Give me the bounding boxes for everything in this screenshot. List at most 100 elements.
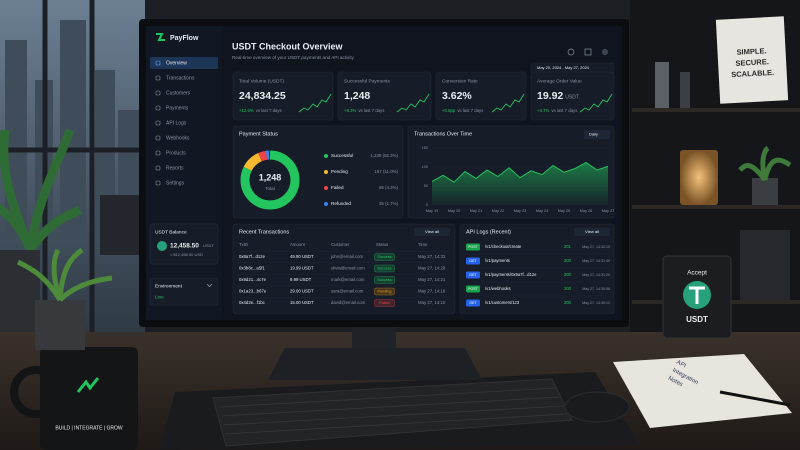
table-cell: 9.99 USDT <box>290 277 312 282</box>
sparkline <box>491 93 525 113</box>
nav-item[interactable]: Reports <box>166 165 184 171</box>
legend-value: 65 (4.3%) <box>379 185 399 190</box>
status-code: 200 <box>564 272 572 277</box>
method: GET <box>469 259 477 263</box>
nav-icon <box>155 135 161 141</box>
legend-swatch <box>324 202 328 206</box>
sparkline <box>298 93 332 113</box>
endpoint: /v1/checkout/create <box>485 244 522 249</box>
interval-select[interactable] <box>584 130 610 139</box>
method-badge <box>466 271 480 279</box>
kpi-unit: USDT <box>565 94 579 100</box>
legend-name: Pending <box>331 169 348 174</box>
nav-item[interactable]: Payments <box>166 105 189 111</box>
monitor-base <box>268 348 482 380</box>
kpi-period: vs last 7 days <box>256 108 282 113</box>
sidebar <box>146 26 222 320</box>
stand-text: USDT <box>686 315 708 324</box>
kpi-change: +0.8pp <box>442 108 456 113</box>
nav-item[interactable]: Products <box>166 150 186 156</box>
stand-text: Accept <box>687 270 707 277</box>
method-badge <box>466 285 480 293</box>
y-tick-label: 50 <box>424 184 428 188</box>
environment-value: Live <box>155 294 164 300</box>
nav-icon <box>155 120 161 126</box>
chevron <box>206 283 213 288</box>
status-code: 200 <box>564 286 572 291</box>
x-tick-label: May 19 <box>426 209 438 213</box>
legend-value: 35 (1.7%) <box>379 201 399 206</box>
status-code: 200 <box>564 300 572 305</box>
status-code: 201 <box>564 244 572 249</box>
y-tick-label: 150 <box>422 146 428 150</box>
sparkline <box>396 93 430 113</box>
table-cell: sara@email.com <box>331 289 364 294</box>
table-cell: john@email.com <box>330 254 363 259</box>
table-cell: May 27, 14:18 <box>418 289 446 294</box>
nav-icon <box>155 75 161 81</box>
x-tick-label: May 22 <box>492 209 504 213</box>
environment-label: Environment <box>155 283 183 289</box>
legend-name: Refunded <box>331 201 351 206</box>
panel-title: Recent Transactions <box>239 229 289 235</box>
log-time: May 27, 14:31:45 <box>582 259 610 263</box>
donut-segment <box>240 150 300 210</box>
balance-approx: ≈ $12,458.50 USD <box>170 252 203 257</box>
table-cell: May 27, 14:32 <box>418 254 446 259</box>
nav-item[interactable]: Settings <box>166 180 185 186</box>
method-badge <box>466 299 480 307</box>
vase <box>680 72 690 108</box>
nav-item[interactable]: API Logs <box>166 120 187 126</box>
kpi-card <box>530 71 615 121</box>
method: GET <box>469 273 477 277</box>
status: Success <box>377 255 391 259</box>
table-cell: 0x4d2e...f1bc <box>239 300 266 305</box>
nav-item[interactable]: Transactions <box>166 75 195 81</box>
legend-swatch <box>324 154 328 158</box>
balance-amount: 12,458.50 <box>170 243 199 250</box>
icon[interactable] <box>567 48 575 56</box>
log-time: May 27, 14:30:12 <box>582 301 610 305</box>
icon[interactable] <box>584 48 592 56</box>
view-all-button[interactable] <box>414 228 450 236</box>
kpi-period: vs last 7 days <box>457 108 483 113</box>
sign: SIMPLE. SECURE. SCALABLE. <box>715 16 789 104</box>
avatar[interactable] <box>601 48 609 56</box>
table-cell: 0x9d21...4c7e <box>239 277 267 282</box>
table-cell: May 27, 14:28 <box>418 266 446 271</box>
x-tick-label: May 26 <box>580 209 592 213</box>
x-tick-label: May 24 <box>536 209 548 213</box>
status: Pending <box>378 290 392 294</box>
view-all[interactable]: View all <box>585 229 599 234</box>
table-cell: May 27, 14:21 <box>418 277 446 282</box>
kpi-card <box>435 71 527 121</box>
table-cell: 0x3b8c...a5f1 <box>239 266 265 271</box>
environment-select[interactable] <box>149 277 219 306</box>
plant <box>16 247 113 302</box>
endpoint: /v1/payments/0x9a7f...d12e <box>485 272 537 277</box>
x-tick-label: May 21 <box>470 209 482 213</box>
sign-text: SIMPLE. <box>736 46 766 57</box>
table-cell: May 27, 14:10 <box>418 300 446 305</box>
kpi-label: Conversion Rate <box>442 78 478 84</box>
plant-pot <box>752 178 778 205</box>
view-all-button[interactable] <box>574 228 610 236</box>
kpi-label: Successful Payments <box>344 78 390 84</box>
x-tick-label: May 20 <box>448 209 460 213</box>
nav-icon <box>155 90 161 96</box>
nav-item[interactable]: Customers <box>166 90 191 96</box>
nav-item[interactable]: Webhooks <box>166 135 190 141</box>
log-time: May 27, 14:32:10 <box>582 245 610 249</box>
status: Failed <box>379 301 389 305</box>
status-badge <box>374 287 395 296</box>
legend-name: Successful <box>331 153 353 158</box>
nav-item[interactable]: Overview <box>166 60 187 66</box>
column-header: Customer <box>331 242 350 247</box>
header-icons <box>567 48 609 56</box>
table-cell: 0x1a23...b67e <box>239 289 267 294</box>
keyboard-keys <box>219 387 568 435</box>
view-all[interactable]: View all <box>425 229 439 234</box>
x-tick-label: May 23 <box>514 209 526 213</box>
status-badge <box>374 264 395 273</box>
nav-icon <box>155 180 161 186</box>
